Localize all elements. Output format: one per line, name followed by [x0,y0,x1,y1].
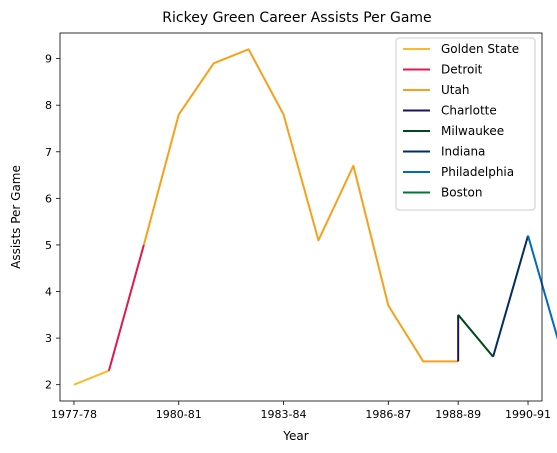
series-line-6 [527,235,557,340]
legend-label: Utah [441,83,469,97]
legend-label: Boston [441,186,482,200]
y-tick-label: 3 [45,332,52,345]
x-tick-label: 1990-91 [505,408,551,421]
legend-label: Indiana [441,145,485,159]
y-axis-label: Assists Per Game [9,165,23,269]
x-tick-label: 1980-81 [156,408,202,421]
y-tick-label: 7 [45,146,52,159]
y-tick-label: 5 [45,239,52,252]
plot-frame [59,32,543,402]
x-tick-label: 1977-78 [51,408,97,421]
x-tick-label: 1986-87 [365,408,411,421]
series-line-5 [492,235,529,358]
legend-label: Milwaukee [441,124,504,138]
legend-label: Detroit [441,63,483,77]
y-tick-label: 9 [45,53,52,66]
y-tick-label: 4 [45,286,52,299]
x-axis: 1977-78 1980-81 1983-84 1986-87 1988-89 1990-… [51,401,551,421]
x-tick-label: 1988-89 [435,408,481,421]
legend: Golden State Detroit Utah Charlotte Milwauke… [395,37,536,211]
chart-title: Rickey Green Career Assists Per Game [162,10,431,26]
x-tick-label: 1983-84 [261,408,307,421]
y-tick-label: 8 [45,99,52,112]
y-tick-label: 2 [45,379,52,392]
series-line-0 [73,369,110,386]
series-line-2 [142,48,459,363]
y-axis: 2 3 4 5 6 7 8 9 [45,53,60,392]
legend-box [395,37,536,211]
legend-label: Golden State [441,42,519,56]
series-line-1 [107,244,145,371]
x-axis-label: Year [282,429,308,443]
legend-label: Charlotte [441,104,497,118]
series-line-4 [457,314,494,358]
plot-lines [73,48,557,386]
legend-label: Philadelphia [441,165,514,179]
y-tick-label: 6 [45,192,52,205]
